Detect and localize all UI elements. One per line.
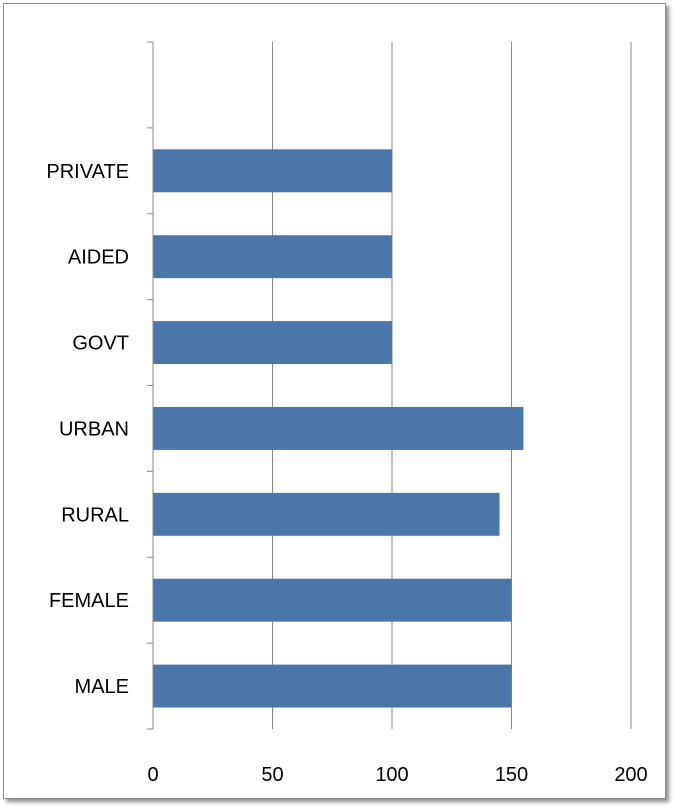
bar-urban [153, 406, 524, 450]
x-tick-label-200: 200 [614, 764, 647, 786]
gridlines [272, 42, 632, 729]
y-tick-label-aided: AIDED [68, 247, 129, 269]
tick-labels: 0 50 100 150 200 MALE FEMALE RURAL URBAN GOVT AIDE… [46, 161, 647, 786]
bars [153, 149, 524, 708]
x-tick-label-100: 100 [375, 764, 408, 786]
bar-aided [153, 235, 392, 279]
bar-male [153, 664, 512, 708]
y-tick-label-male: MALE [75, 676, 129, 698]
bar-govt [153, 321, 392, 365]
bar-rural [153, 492, 500, 536]
x-tick-label-0: 0 [147, 764, 158, 786]
y-tick-label-govt: GOVT [72, 333, 129, 355]
axes [147, 41, 154, 730]
bar-private [153, 149, 392, 193]
x-tick-label-150: 150 [495, 764, 528, 786]
y-tick-label-urban: URBAN [59, 418, 129, 440]
y-tick-label-private: PRIVATE [46, 161, 129, 183]
bar-female [153, 578, 512, 622]
y-tick-label-rural: RURAL [61, 504, 129, 526]
x-tick-label-50: 50 [261, 764, 283, 786]
y-tick-label-female: FEMALE [49, 590, 129, 612]
